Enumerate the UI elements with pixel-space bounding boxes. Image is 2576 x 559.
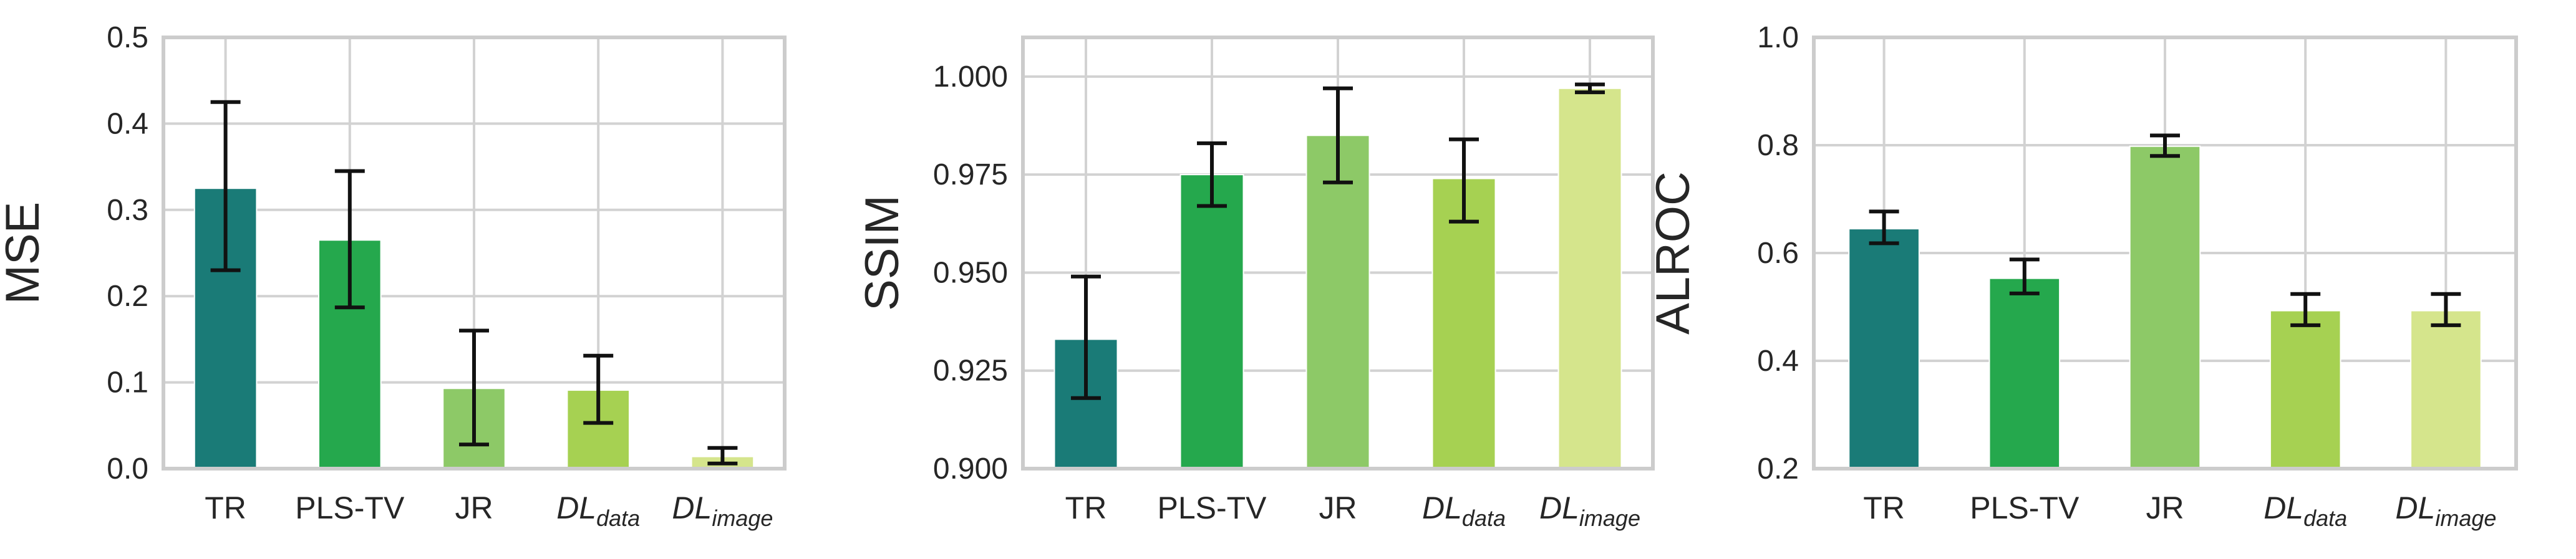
x-tick-label: JR xyxy=(1319,490,1357,525)
x-tick-label: DLimage xyxy=(2395,490,2496,531)
x-tick-label: DLdata xyxy=(556,490,640,531)
bar xyxy=(1305,135,1370,470)
bar xyxy=(1557,87,1622,470)
y-tick-label: 0.0 xyxy=(107,452,148,485)
chart-panel-1: 0.0 0.1 0.2 0.3 0.4 0.5 TR PLS-TV JR DLdata DLimag… xyxy=(0,21,787,531)
x-tick-label: DLimage xyxy=(1539,490,1640,531)
bar xyxy=(1988,277,2061,469)
y-tick-label: 0.1 xyxy=(107,366,148,399)
chart-panel-2: 0.900 0.925 0.950 0.975 1.000 TR PLS-TV JR DLdat… xyxy=(856,36,1655,531)
x-tick-label: DLdata xyxy=(1422,490,1506,531)
x-tick-label: DLdata xyxy=(2264,490,2347,531)
y-tick-label: 0.4 xyxy=(107,107,148,140)
x-tick-label: JR xyxy=(455,490,493,525)
y-tick-label: 0.2 xyxy=(1757,452,1799,485)
plot-frame xyxy=(1021,36,1655,471)
y-tick-label: 0.900 xyxy=(933,452,1008,485)
y-axis-title: SSIM xyxy=(856,195,909,311)
bar xyxy=(1431,178,1496,469)
y-axis-title: ALROC xyxy=(1647,171,1700,335)
y-tick-label: 0.6 xyxy=(1757,237,1799,270)
y-tick-label: 1.0 xyxy=(1757,21,1799,54)
y-tick-label: 0.2 xyxy=(107,280,148,313)
y-tick-label: 0.3 xyxy=(107,194,148,227)
y-tick-label: 0.975 xyxy=(933,158,1008,191)
y-tick-label: 0.4 xyxy=(1757,345,1799,378)
bar xyxy=(2269,310,2341,469)
bar xyxy=(2410,310,2482,469)
y-tick-label: 0.8 xyxy=(1757,129,1799,162)
chart-panel-3: 0.2 0.4 0.6 0.8 1.0 TR PLS-TV JR DLdata DLimage AL… xyxy=(1647,21,2518,531)
x-tick-label: TR xyxy=(1863,490,1905,525)
x-tick-label: PLS-TV xyxy=(1970,490,2080,525)
plot-frame xyxy=(1812,36,2518,471)
y-tick-label: 0.925 xyxy=(933,355,1008,388)
bar xyxy=(1848,228,1920,469)
bar xyxy=(566,389,631,470)
y-tick-label: 0.5 xyxy=(107,21,148,54)
x-tick-label: TR xyxy=(205,490,246,525)
bar xyxy=(2129,145,2201,470)
bar xyxy=(1179,174,1244,469)
y-axis-title: MSE xyxy=(0,202,49,305)
x-tick-label: PLS-TV xyxy=(1157,490,1267,525)
x-tick-label: TR xyxy=(1065,490,1107,525)
x-tick-label: DLimage xyxy=(672,490,773,531)
x-tick-label: JR xyxy=(2146,490,2184,525)
x-tick-label: PLS-TV xyxy=(295,490,405,525)
plot-frame xyxy=(162,36,787,471)
y-tick-label: 0.950 xyxy=(933,256,1008,289)
y-tick-label: 1.000 xyxy=(933,60,1008,93)
